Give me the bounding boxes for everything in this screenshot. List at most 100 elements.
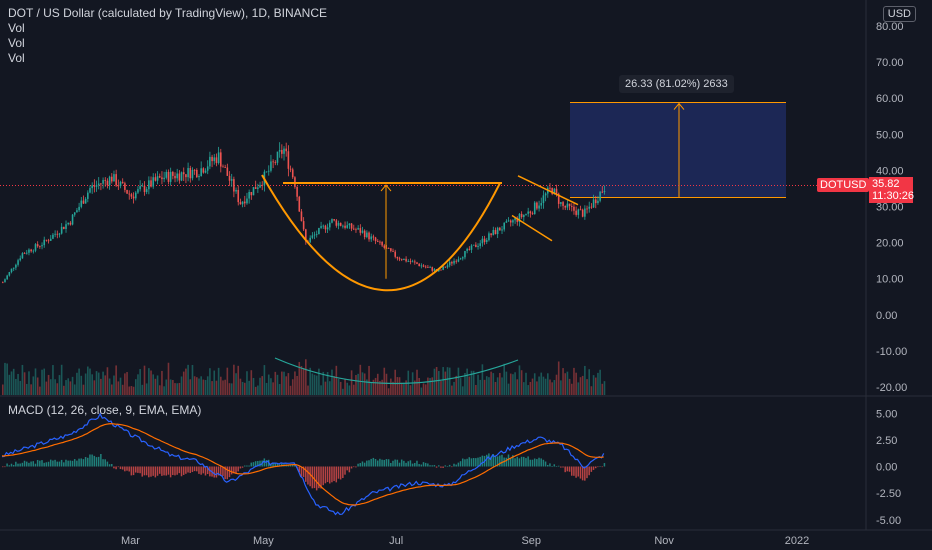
volume-bar	[294, 371, 296, 395]
candle-body	[352, 228, 355, 230]
volume-bar	[455, 375, 458, 395]
candle-body	[67, 222, 69, 225]
volume-bar	[189, 379, 192, 395]
currency-button[interactable]: USD	[882, 6, 916, 22]
volume-bar	[267, 374, 270, 395]
candle-body	[296, 186, 298, 197]
candle-body	[54, 233, 56, 235]
candle-body	[309, 237, 311, 243]
volume-bar	[95, 371, 98, 395]
macd-histogram-bar	[222, 466, 224, 477]
macd-histogram-bar	[246, 465, 248, 467]
volume-bar	[73, 384, 76, 395]
candle-body	[536, 202, 538, 209]
candle-body	[257, 187, 259, 189]
volume-bar	[71, 376, 74, 395]
volume-bar	[200, 376, 202, 395]
volume-bar	[58, 375, 61, 395]
macd-histogram-bar	[390, 462, 392, 467]
volume-bar	[584, 365, 586, 395]
macd-histogram-bar	[481, 455, 484, 467]
macd-histogram-bar	[363, 462, 366, 467]
candle-body	[176, 173, 178, 179]
macd-histogram-bar	[383, 459, 385, 467]
candle-body	[396, 256, 399, 259]
candle-body	[568, 203, 571, 207]
macd-histogram-bar	[573, 466, 575, 476]
volume-bar	[302, 368, 305, 395]
candle-body	[89, 188, 91, 193]
macd-histogram-bar	[100, 453, 102, 467]
candle-body	[555, 188, 558, 194]
volume-bar	[78, 368, 80, 395]
candle-body	[215, 157, 218, 163]
candle-body	[106, 180, 109, 186]
volume-bar	[60, 364, 63, 395]
candle-body	[187, 168, 189, 178]
macd-histogram-bar	[4, 466, 6, 468]
volume-bar	[313, 374, 316, 395]
macd-histogram-bar	[368, 460, 370, 467]
candle-body	[481, 238, 484, 244]
candle-body	[455, 260, 458, 262]
candle-body	[520, 213, 523, 218]
volume-bar	[461, 386, 464, 395]
macd-histogram-bar	[93, 455, 96, 467]
volume-bar	[427, 377, 429, 395]
volume-bar	[523, 382, 525, 395]
candle-body	[581, 209, 584, 217]
macd-histogram-bar	[350, 466, 353, 469]
macd-histogram-bar	[579, 466, 582, 479]
candle-body	[259, 184, 261, 188]
candle-body	[233, 179, 235, 192]
volume-bar	[464, 372, 466, 395]
candle-body	[387, 248, 390, 249]
candle-body	[483, 238, 486, 242]
volume-bar	[374, 377, 377, 395]
volume-bar	[52, 365, 54, 395]
macd-histogram-bar	[438, 465, 440, 467]
macd-histogram-bar	[551, 466, 553, 467]
candle-body	[433, 269, 436, 271]
macd-histogram-bar	[108, 464, 111, 467]
volume-bar	[111, 384, 113, 395]
symbol-price-tag: DOTUSD	[817, 178, 870, 192]
volume-bar	[357, 373, 359, 395]
macd-histogram-bar	[527, 456, 529, 467]
candle-body	[246, 198, 248, 204]
macd-histogram-bar	[466, 458, 468, 467]
macd-histogram-bar	[49, 459, 52, 467]
macd-histogram-bar	[472, 458, 475, 467]
price-tick-label: 0.00	[876, 310, 897, 322]
macd-histogram-bar	[209, 466, 211, 477]
candle-body	[584, 208, 586, 217]
candle-body	[405, 258, 407, 262]
candle-body	[12, 267, 15, 269]
macd-histogram-bar	[599, 465, 601, 467]
candle-body	[137, 189, 139, 193]
candle-body	[305, 229, 307, 242]
macd-histogram-bar	[47, 461, 50, 467]
candle-body	[427, 267, 429, 268]
candle-body	[429, 267, 431, 269]
candle-body	[394, 251, 396, 257]
macd-histogram-bar	[307, 466, 309, 485]
volume-bar	[141, 384, 144, 395]
candle-body	[213, 157, 216, 162]
candle-body	[492, 230, 495, 236]
candle-body	[45, 239, 48, 241]
volume-bar	[274, 371, 277, 395]
macd-histogram-bar	[23, 460, 26, 467]
candle-body	[392, 250, 394, 252]
candle-body	[366, 232, 368, 238]
volume-bar	[348, 385, 351, 395]
volume-bar	[156, 375, 159, 395]
volume-bar	[21, 364, 24, 395]
macd-histogram-bar	[381, 459, 383, 467]
volume-bar	[17, 373, 19, 395]
candle-body	[172, 171, 174, 176]
cup-depth-arrow-head	[380, 184, 392, 192]
candle-body	[411, 261, 414, 263]
macd-histogram-bar	[477, 457, 479, 467]
